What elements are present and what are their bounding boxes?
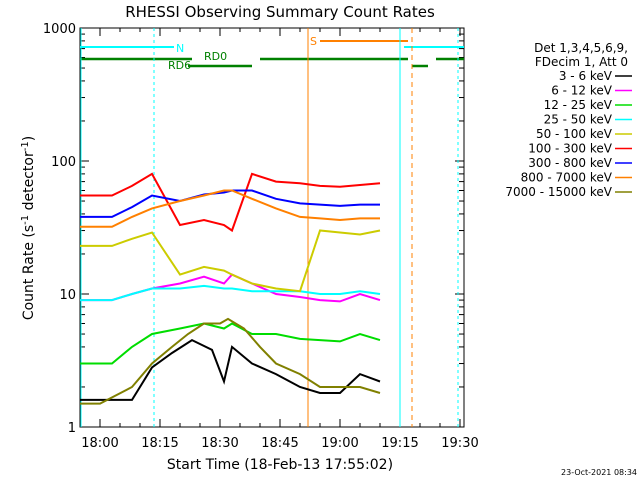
y-tick-label: 10 bbox=[59, 288, 76, 303]
x-tick-label: 19:30 bbox=[441, 436, 478, 451]
footer-timestamp: 23-Oct-2021 08:34 bbox=[561, 468, 637, 477]
x-tick-label: 18:30 bbox=[201, 436, 238, 451]
legend-label: 25 - 50 keV bbox=[544, 113, 613, 127]
y-label-end: ) bbox=[21, 136, 37, 141]
y-tick-label: 1000 bbox=[43, 22, 76, 37]
series-line-800-7000-keV bbox=[80, 189, 380, 228]
legend-label: 12 - 25 keV bbox=[544, 98, 613, 112]
legend-label: 6 - 12 keV bbox=[551, 84, 613, 98]
x-tick-label: 18:15 bbox=[141, 436, 178, 451]
x-tick-label: 18:45 bbox=[261, 436, 298, 451]
series-line-100-300-keV bbox=[80, 172, 381, 233]
legend-header-2: FDecim 1, Att 0 bbox=[535, 55, 628, 69]
y-label-sup2: -1 bbox=[20, 141, 31, 151]
flag-rd6-label: RD6 bbox=[168, 59, 191, 72]
series-line-25-50-keV bbox=[80, 284, 381, 302]
legend-label: 50 - 100 keV bbox=[536, 127, 613, 141]
y-tick-label: 100 bbox=[51, 155, 76, 170]
flag-night-label: N bbox=[176, 42, 184, 55]
series-line-7000-15000-keV bbox=[80, 317, 381, 405]
y-axis-ticks: 1 10 100 1000 bbox=[43, 22, 464, 436]
series-line-50-100-keV bbox=[80, 229, 381, 293]
series-line-300-800-keV bbox=[80, 189, 380, 218]
series-layer bbox=[80, 172, 381, 405]
flag-saa-label: S bbox=[310, 35, 317, 48]
legend-label: 300 - 800 keV bbox=[528, 156, 612, 170]
x-axis-label: Start Time (18-Feb-13 17:55:02) bbox=[167, 457, 393, 473]
y-label-main: Count Rate (s bbox=[21, 225, 37, 320]
x-tick-label: 19:15 bbox=[381, 436, 418, 451]
legend-label: 800 - 7000 keV bbox=[521, 171, 613, 185]
chart-title: RHESSI Observing Summary Count Rates bbox=[125, 3, 435, 21]
y-tick-label: 1 bbox=[68, 421, 76, 436]
legend-label: 7000 - 15000 keV bbox=[505, 185, 612, 199]
flags-layer: N S RD0 RD6 bbox=[80, 28, 464, 427]
y-label-sup1: -1 bbox=[20, 215, 31, 225]
x-tick-label: 19:00 bbox=[321, 436, 358, 451]
legend-label: 3 - 6 keV bbox=[559, 69, 613, 83]
flag-rd0-label: RD0 bbox=[204, 50, 227, 63]
legend: Det 1,3,4,5,6,9, FDecim 1, Att 0 3 - 6 k… bbox=[505, 41, 632, 199]
y-axis-label: Count Rate (s-1 detector-1) bbox=[20, 136, 38, 320]
x-tick-label: 18:00 bbox=[81, 436, 118, 451]
plot-frame bbox=[79, 27, 465, 428]
legend-header-1: Det 1,3,4,5,6,9, bbox=[534, 41, 628, 55]
y-label-mid: detector bbox=[21, 151, 37, 215]
series-line-12-25-keV bbox=[80, 322, 381, 365]
x-axis-ticks: 18:00 18:15 18:30 18:45 19:00 19:15 19:30 bbox=[81, 28, 479, 451]
legend-label: 100 - 300 keV bbox=[528, 142, 612, 156]
series-line-3-6-keV bbox=[80, 338, 381, 401]
